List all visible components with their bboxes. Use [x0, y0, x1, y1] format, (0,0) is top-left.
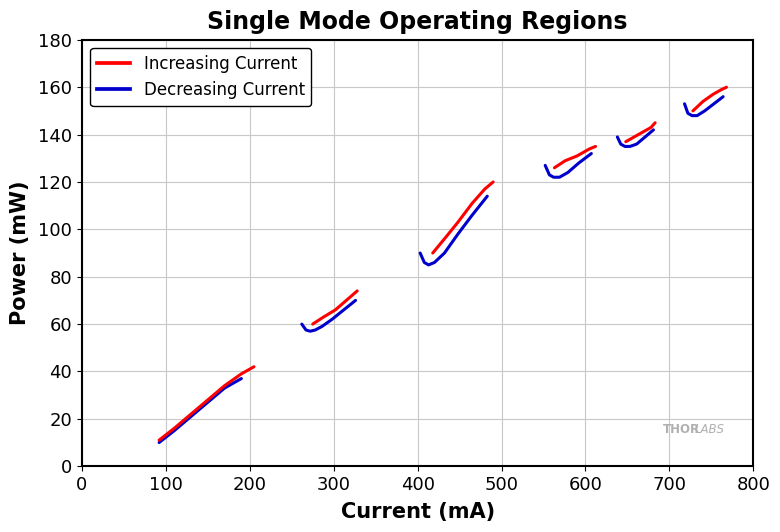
Line: Decreasing Current: Decreasing Current: [159, 379, 241, 443]
Decreasing Current: [169, 428, 179, 434]
Increasing Current: [154, 437, 164, 443]
Increasing Current: [250, 363, 259, 370]
Y-axis label: Power (mW): Power (mW): [9, 181, 30, 325]
X-axis label: Current (mA): Current (mA): [341, 502, 495, 522]
Decreasing Current: [236, 376, 246, 382]
Text: LABS: LABS: [695, 423, 725, 436]
Decreasing Current: [186, 413, 196, 420]
Text: THOR: THOR: [663, 423, 700, 436]
Line: Increasing Current: Increasing Current: [159, 367, 254, 440]
Increasing Current: [169, 425, 179, 431]
Decreasing Current: [154, 439, 164, 446]
Legend: Increasing Current, Decreasing Current: Increasing Current, Decreasing Current: [90, 48, 311, 106]
Decreasing Current: [203, 399, 212, 405]
Increasing Current: [203, 397, 212, 403]
Increasing Current: [236, 371, 246, 377]
Increasing Current: [220, 383, 229, 389]
Increasing Current: [186, 411, 196, 417]
Decreasing Current: [220, 385, 229, 391]
Title: Single Mode Operating Regions: Single Mode Operating Regions: [207, 10, 628, 34]
